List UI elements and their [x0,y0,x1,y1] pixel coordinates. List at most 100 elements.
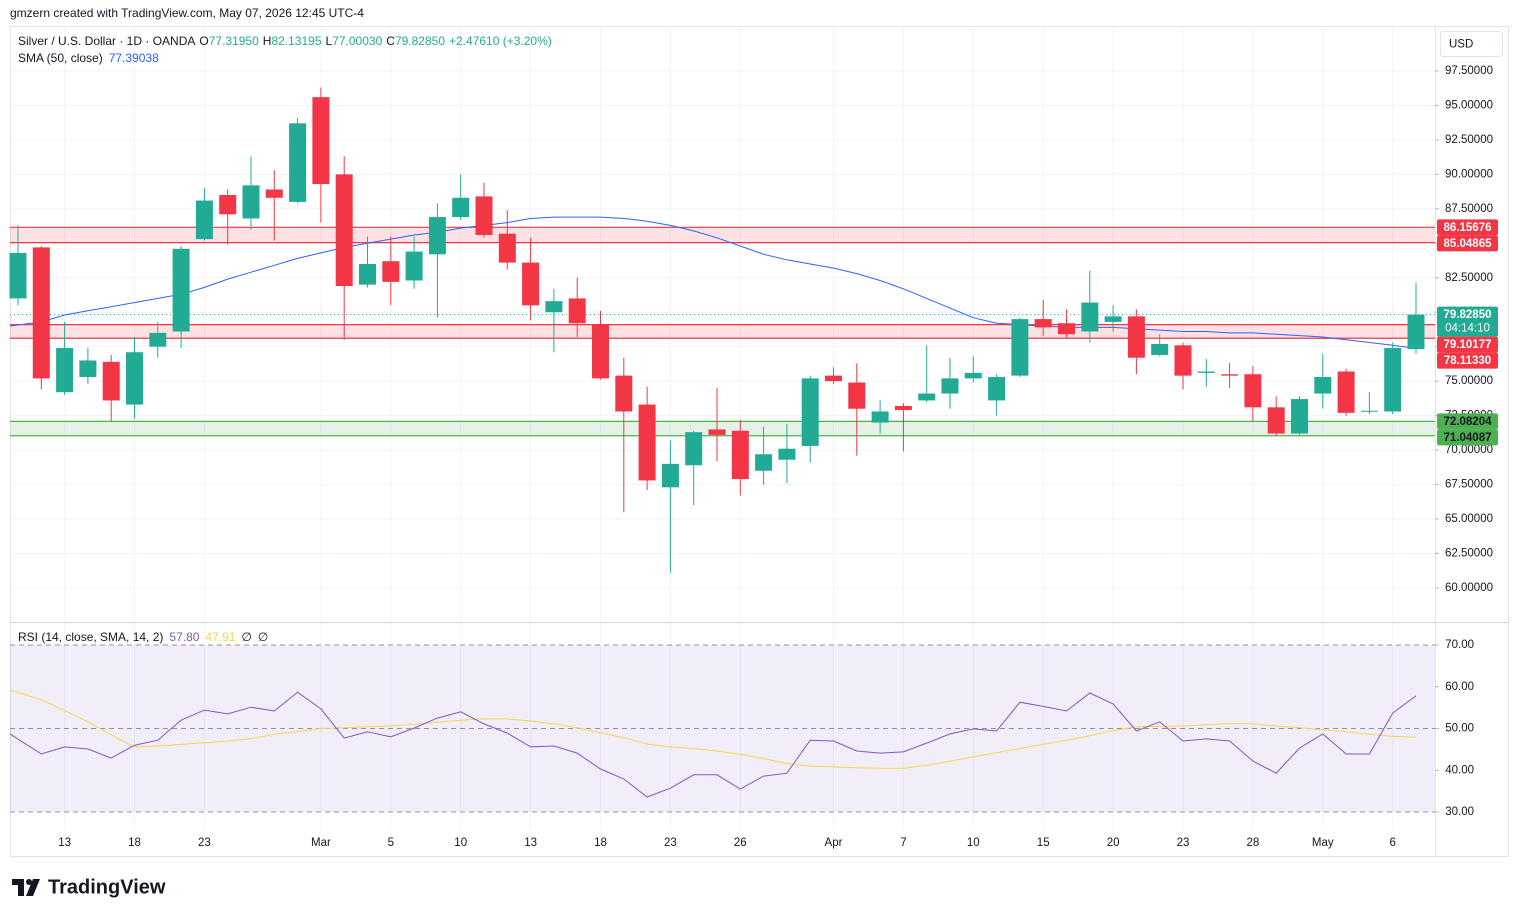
price-badge-label: 72.08204 [1444,416,1493,428]
candle-body [988,377,1006,401]
x-tick-label: 10 [454,837,467,849]
y-tick-label: 95.00000 [1445,99,1493,111]
candle-body [894,405,912,411]
candle-body [778,448,796,460]
price-badge-label: 79.82850 [1444,309,1492,321]
y-tick-label: 60.00 [1445,681,1474,693]
x-tick-label: 15 [1037,837,1050,849]
x-tick-label: 7 [900,837,906,849]
rsi-value: 47.91 [205,630,235,644]
ohlc-key: C [386,34,395,48]
y-tick-label: 50.00 [1445,723,1474,735]
currency-box[interactable] [1440,31,1503,57]
y-tick-label: 40.00 [1445,764,1474,776]
candle-body [172,248,190,332]
price-badge-label: 85.04865 [1444,238,1493,250]
x-tick-label: May [1312,837,1334,849]
candle-body [359,263,376,285]
ohlc-key: O [199,34,208,48]
rsi-line [9,691,1417,798]
candle-body [661,463,679,488]
candle-body [195,200,213,240]
price-badge [1437,336,1498,353]
x-tick-label: 18 [594,837,607,849]
x-tick-label: 23 [198,837,211,849]
price-badge [1437,235,1498,252]
y-tick-label: 60.00000 [1445,582,1493,594]
sma-name: SMA (50, close) [18,51,103,65]
candle-body [1291,399,1308,434]
countdown-label: 04:14:10 [1445,323,1490,335]
y-tick-label: 87.50000 [1445,203,1493,215]
candle-body [1314,377,1332,394]
logo-shape [26,879,32,885]
y-tick-label: 62.50000 [1445,548,1493,560]
candle-body [428,217,446,255]
candle-body [312,97,330,184]
candle-body [568,298,586,324]
rsi-extra: ∅ [258,630,268,644]
ohlc-value: 79.82850 [395,34,445,48]
candle-body [475,196,493,236]
candle-body [382,261,400,282]
candle-body [1244,374,1262,408]
y-tick-label: 30.00 [1445,806,1474,818]
candle-body [452,197,470,218]
candle-body [1197,371,1215,373]
candle-body [1337,371,1355,413]
price-badge-label: 79.10177 [1444,339,1492,351]
candle-body [1267,407,1285,434]
candle-body [265,189,283,198]
sma-legend: SMA (50, close) 77.39038 [18,51,159,65]
candle-body [592,324,609,379]
candle-body [825,375,842,382]
price-badge [1437,306,1498,337]
y-tick-label: 65.00000 [1445,513,1493,525]
price-legend: Silver / U.S. Dollar · 1D · OANDA O77.319… [18,34,552,48]
zone [10,227,1435,243]
grid-layer [10,26,1435,830]
candle-body [242,185,260,219]
price-badge [1437,429,1498,446]
rsi-sma-line [9,689,1417,769]
x-tick-label: 23 [664,837,677,849]
candle-body [335,174,353,287]
y-tick-label: 90.00000 [1445,168,1493,180]
candle-body [731,430,749,480]
x-tick-label: 6 [1389,837,1395,849]
x-tick-label: 20 [1107,837,1120,849]
ohlc-key: L [326,34,333,48]
x-tick-label: 10 [967,837,980,849]
ohlc-key: H [263,34,272,48]
candle-body [615,375,633,412]
candle-body [9,252,27,299]
candle-body [964,372,982,379]
candle-body [102,361,120,401]
rsi-title: RSI (14, close, SMA, 14, 2) [18,630,163,644]
candle-body [941,378,959,394]
x-tick-label: 28 [1247,837,1260,849]
footer-logo: TradingView [48,876,166,898]
ohlc-value: 82.13195 [271,34,321,48]
x-tick-label: Mar [311,837,331,849]
candle-body [1104,316,1122,322]
candle-body [871,411,889,423]
price-badge-label: 78.11330 [1444,355,1491,367]
candle-body [56,348,74,393]
candle-body [848,382,866,409]
y-tick-label: 92.50000 [1445,134,1493,146]
candle-body [545,301,563,313]
candle-body [1221,374,1239,376]
change-value: +2.47610 (+3.20%) [449,34,552,48]
price-badge [1437,219,1498,236]
candle-body [1174,345,1192,376]
currency-label[interactable]: USD [1449,39,1473,51]
candle-body [149,332,167,347]
candle-body [522,262,540,306]
attribution: gmzern created with TradingView.com, May… [10,6,364,20]
candle-body [638,404,656,481]
zone [10,421,1435,436]
rsi-value: 57.80 [169,630,199,644]
y-tick-label: 70.00000 [1445,444,1493,456]
candle-body [1058,323,1075,335]
